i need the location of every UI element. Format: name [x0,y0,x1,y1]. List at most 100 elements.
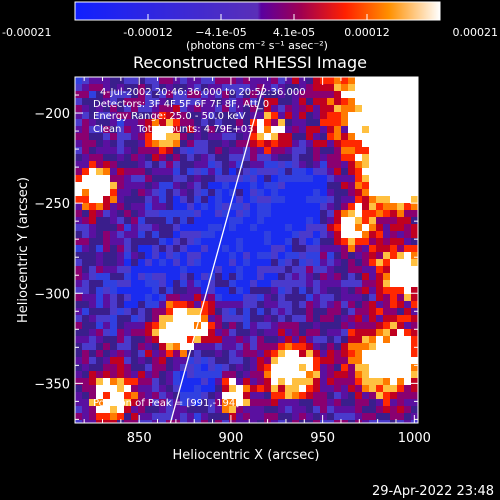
heatmap-cell [131,420,139,423]
heatmap-cell [390,98,398,106]
heatmap-cell [89,91,97,99]
heatmap-cell [327,259,335,267]
heatmap-cell [152,84,160,92]
heatmap-cell [89,406,97,414]
heatmap-cell [278,91,286,99]
heatmap-cell [355,315,363,323]
heatmap-cell [159,322,167,330]
heatmap-cell [89,315,97,323]
heatmap-cell [404,413,412,421]
heatmap-cell [271,238,279,246]
heatmap-cell [201,252,209,260]
heatmap-cell [124,378,132,386]
heatmap-cell [327,392,335,400]
heatmap-cell [131,336,139,344]
heatmap-cell [320,182,328,190]
heatmap-cell [201,91,209,99]
heatmap-cell [271,399,279,407]
heatmap-cell [110,350,118,358]
heatmap-cell [173,175,181,183]
heatmap-cell [243,147,251,155]
heatmap-cell [117,322,125,330]
heatmap-cell [397,182,405,190]
heatmap-cell [334,91,342,99]
heatmap-cell [390,336,398,344]
heatmap-cell [117,329,125,337]
heatmap-cell [166,140,174,148]
heatmap-cell [285,154,293,162]
heatmap-cell [215,413,223,421]
heatmap-cell [89,210,97,218]
heatmap-cell [292,210,300,218]
heatmap-cell [215,343,223,351]
heatmap-cell [271,231,279,239]
heatmap-cell [96,329,104,337]
heatmap-cell [75,182,83,190]
heatmap-cell [306,231,314,239]
heatmap-cell [243,217,251,225]
heatmap-cell [194,357,202,365]
heatmap-cell [362,350,370,358]
heatmap-cell [110,105,118,113]
heatmap-cell [257,385,265,393]
heatmap-cell [383,126,391,134]
heatmap-cell [222,231,230,239]
heatmap-cell [89,98,97,106]
colorbar-tick-label: 4.1e-05 [273,26,315,39]
heatmap-cell [89,217,97,225]
heatmap-cell [299,266,307,274]
heatmap-cell [250,175,258,183]
heatmap-cell [173,182,181,190]
heatmap-cell [236,210,244,218]
colorbar-tick-label: -0.00012 [123,26,172,39]
heatmap-cell [362,301,370,309]
heatmap-cell [124,175,132,183]
heatmap-cell [187,140,195,148]
heatmap-cell [348,392,356,400]
heatmap-cell [376,336,384,344]
heatmap-cell [208,154,216,162]
heatmap-cell [229,406,237,414]
heatmap-cell [89,350,97,358]
heatmap-cell [369,133,377,141]
heatmap-cell [180,385,188,393]
heatmap-cell [348,371,356,379]
heatmap-cell [285,357,293,365]
heatmap-cell [278,280,286,288]
heatmap-cell [257,273,265,281]
heatmap-cell [320,322,328,330]
heatmap-cell [327,98,335,106]
heatmap-cell [131,266,139,274]
heatmap-cell [299,77,307,85]
heatmap-cell [383,112,391,120]
heatmap-cell [96,266,104,274]
heatmap-cell [376,329,384,337]
heatmap-cell [243,203,251,211]
heatmap-cell [145,420,153,423]
heatmap-cell [320,315,328,323]
heatmap-cell [299,287,307,295]
heatmap-cell [82,322,90,330]
heatmap-cell [222,189,230,197]
heatmap-cell [369,329,377,337]
heatmap-cell [124,336,132,344]
heatmap-cell [82,140,90,148]
heatmap-cell [208,161,216,169]
heatmap-cell [376,308,384,316]
heatmap-cell [222,126,230,134]
heatmap-cell [327,84,335,92]
heatmap-cell [320,385,328,393]
heatmap-cell [411,315,418,323]
heatmap-cell [180,112,188,120]
heatmap-cell [334,112,342,120]
heatmap-cell [390,259,398,267]
heatmap-cell [236,231,244,239]
heatmap-cell [383,91,391,99]
heatmap-cell [390,231,398,239]
heatmap-cell [348,189,356,197]
heatmap-cell [187,392,195,400]
heatmap-cell [362,287,370,295]
solar-limb-line [169,84,265,423]
heatmap-cell [215,392,223,400]
heatmap-cell [229,294,237,302]
